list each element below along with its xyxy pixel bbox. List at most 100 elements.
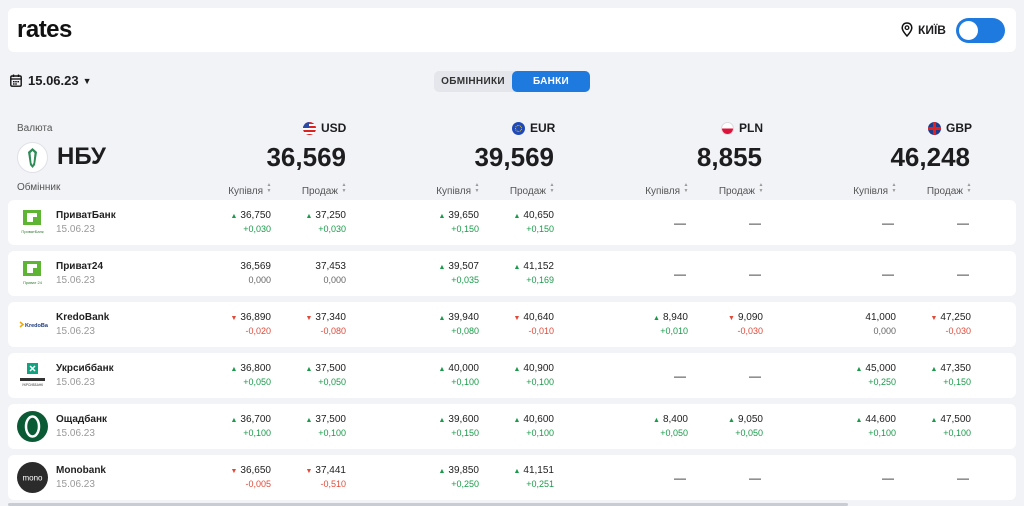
rate-number: 8,940 <box>662 312 688 323</box>
date-picker[interactable]: 15.06.23 ▼ <box>10 73 92 88</box>
arrow-up-icon: ▲ <box>438 315 446 322</box>
sell-column-header-pln[interactable]: Продаж ▲▼ <box>683 182 764 197</box>
bank-row[interactable]: Ощадбанк 15.06.23 ▲ 36,700 +0,100 ▲ 37,500 +0,1… <box>8 404 1016 449</box>
sort-icon: ▲▼ <box>549 182 555 194</box>
rate-number: 40,640 <box>523 312 554 323</box>
sort-icon: ▲▼ <box>891 182 897 194</box>
rate-value: 41,000 <box>826 312 896 323</box>
location-pin-icon <box>901 22 913 37</box>
empty-rate: — <box>882 267 894 281</box>
sell-column-header-gbp[interactable]: Продаж ▲▼ <box>891 182 972 197</box>
rate-change: 0,000 <box>323 275 346 285</box>
bank-name: Monobank <box>56 465 106 476</box>
header-label: Купівля <box>228 186 263 197</box>
buy-column-header-pln[interactable]: Купівля ▲▼ <box>608 182 689 197</box>
rate-value: ▼ 37,441 <box>276 465 346 476</box>
currency-eur: EUR <box>512 121 555 135</box>
empty-rate: — <box>749 267 761 281</box>
sell-column-header-usd[interactable]: Продаж ▲▼ <box>266 182 347 197</box>
tab-exchangers[interactable]: ОБМІННИКИ <box>441 76 505 87</box>
monobank-logo: mono <box>17 462 48 493</box>
buy-column-header-eur[interactable]: Купівля ▲▼ <box>399 182 480 197</box>
sort-icon: ▲▼ <box>341 182 347 194</box>
rates-logo[interactable]: rates <box>17 16 72 44</box>
rate-number: 40,000 <box>448 363 479 374</box>
eu-flag-icon <box>512 121 525 135</box>
svg-text:ПриватБанк: ПриватБанк <box>21 229 43 234</box>
arrow-up-icon: ▲ <box>930 366 938 373</box>
buy-rate-pln: ▲ 8,940 +0,010 <box>618 312 688 336</box>
rate-change: +0,250 <box>451 479 479 489</box>
buy-rate-usd: ▼ 36,650 -0,005 <box>201 465 271 489</box>
bank-row[interactable]: ПриватБанк ПриватБанк 15.06.23 ▲ 36,750 +0,03… <box>8 200 1016 245</box>
bank-row[interactable]: Приват 24 Приват24 15.06.23 36,569 0,000 37,4… <box>8 251 1016 296</box>
sell-column-header-eur[interactable]: Продаж ▲▼ <box>474 182 555 197</box>
sell-rate-eur: ▲ 40,600 +0,100 <box>484 414 554 438</box>
arrow-up-icon: ▲ <box>930 417 938 424</box>
nbu-rate-gbp: 46,248 <box>890 142 970 172</box>
rate-value: ▲ 40,650 <box>484 210 554 221</box>
sell-rate-pln: ▼ 9,090 -0,030 <box>693 312 763 336</box>
bank-date: 15.06.23 <box>56 377 95 388</box>
arrow-down-icon: ▼ <box>513 315 521 322</box>
rate-value: ▼ 9,090 <box>693 312 763 323</box>
rate-change: +0,251 <box>526 479 554 489</box>
arrow-up-icon: ▲ <box>305 417 313 424</box>
sell-rate-eur: ▲ 40,650 +0,150 <box>484 210 554 234</box>
rate-change: +0,050 <box>243 377 271 387</box>
rate-number: 47,350 <box>940 363 971 374</box>
city-label: КИЇВ <box>918 22 946 37</box>
buy-rate-usd: ▲ 36,750 +0,030 <box>201 210 271 234</box>
buy-rate-gbp: 41,000 0,000 <box>826 312 896 336</box>
rate-change: +0,050 <box>318 377 346 387</box>
rate-number: 47,250 <box>940 312 971 323</box>
rate-value: ▼ 37,340 <box>276 312 346 323</box>
rate-change: +0,169 <box>526 275 554 285</box>
rate-value: ▲ 36,700 <box>201 414 271 425</box>
theme-toggle[interactable] <box>956 18 1005 43</box>
rate-change: -0,510 <box>320 479 346 489</box>
arrow-up-icon: ▲ <box>438 213 446 220</box>
sell-rate-eur: ▲ 40,900 +0,100 <box>484 363 554 387</box>
buy-column-header-usd[interactable]: Купівля ▲▼ <box>191 182 272 197</box>
rate-change: +0,100 <box>943 428 971 438</box>
empty-rate: — <box>749 216 761 230</box>
bank-name: Укрсиббанк <box>56 363 114 374</box>
rate-value: ▲ 37,500 <box>276 363 346 374</box>
rate-change: 0,000 <box>248 275 271 285</box>
nbu-title: НБУ <box>57 143 106 170</box>
bank-name: Ощадбанк <box>56 414 108 425</box>
bank-row[interactable]: УКРСИББАНК Укрсиббанк 15.06.23 ▲ 36,800 +0,05… <box>8 353 1016 398</box>
empty-rate: — <box>674 471 686 485</box>
bank-row[interactable]: mono Monobank 15.06.23 ▼ 36,650 -0,005 ▼ 37,441… <box>8 455 1016 500</box>
rate-change: +0,100 <box>451 377 479 387</box>
bank-date: 15.06.23 <box>56 479 95 490</box>
rate-change: +0,100 <box>243 428 271 438</box>
rate-value: ▲ 40,900 <box>484 363 554 374</box>
horizontal-scrollbar[interactable] <box>8 503 848 506</box>
svg-text:УКРСИББАНК: УКРСИББАНК <box>22 383 43 387</box>
arrow-up-icon: ▲ <box>438 366 446 373</box>
bank-row[interactable]: KredoBankKredoBank15.06.23▼36,890-0,020▼… <box>8 302 1016 347</box>
rate-number: 37,441 <box>315 465 346 476</box>
buy-column-header-gbp[interactable]: Купівля ▲▼ <box>816 182 897 197</box>
city-selector[interactable]: КИЇВ <box>901 22 946 37</box>
rate-number: 41,152 <box>523 261 554 272</box>
svg-text:mono: mono <box>22 474 43 483</box>
nbu-rate-eur: 39,569 <box>474 142 554 172</box>
rate-change: +0,080 <box>451 326 479 336</box>
header-label: Купівля <box>436 186 471 197</box>
rate-value: ▲ 9,050 <box>693 414 763 425</box>
rate-number: 37,340 <box>315 312 346 323</box>
rate-value: ▲ 37,500 <box>276 414 346 425</box>
calendar-icon <box>10 74 22 87</box>
header-label: Продаж <box>718 186 755 197</box>
rate-value: ▼ 40,640 <box>484 312 554 323</box>
bank-date: 15.06.23 <box>56 428 95 439</box>
rate-value: ▲ 36,750 <box>201 210 271 221</box>
kredobank-logo: KredoBank <box>19 321 48 329</box>
arrow-up-icon: ▲ <box>305 213 313 220</box>
bank-date: 15.06.23 <box>56 326 95 337</box>
tab-banks[interactable]: БАНКИ <box>512 71 590 92</box>
currency-label: Валюта <box>17 123 53 134</box>
